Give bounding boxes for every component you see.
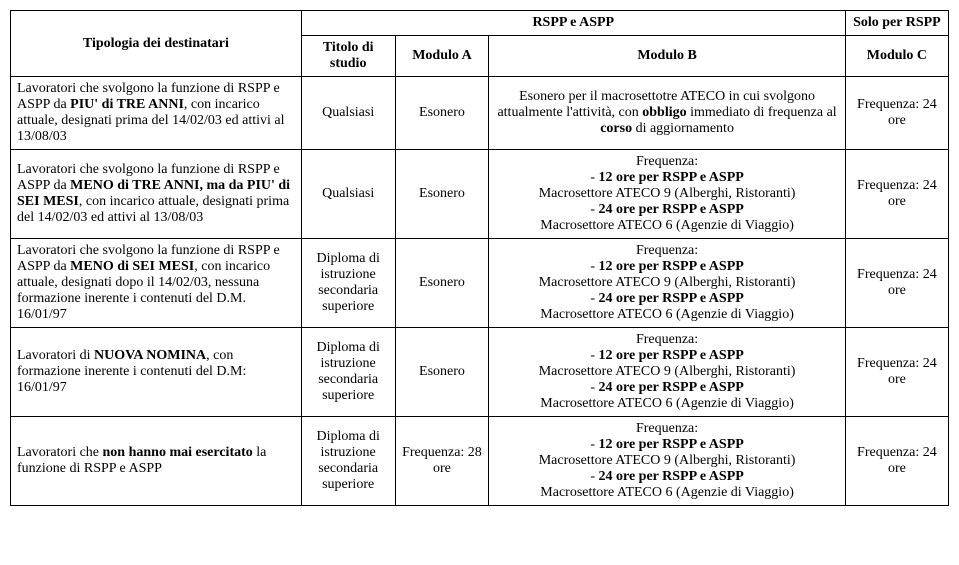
- cell-modb: Frequenza: - 12 ore per RSPP e ASPP Macr…: [489, 150, 845, 239]
- header-row-1: Tipologia dei destinatari RSPP e ASPP So…: [11, 11, 949, 36]
- col-header-titolo: Titolo di studio: [301, 36, 395, 77]
- cell-moda: Esonero: [395, 239, 489, 328]
- col-header-modc: Modulo C: [845, 36, 948, 77]
- cell-modc: Frequenza: 24 ore: [845, 417, 948, 506]
- cell-modb: Frequenza: - 12 ore per RSPP e ASPP Macr…: [489, 239, 845, 328]
- cell-tipologia: Lavoratori che non hanno mai esercitato …: [11, 417, 302, 506]
- cell-tipologia: Lavoratori di NUOVA NOMINA, con formazio…: [11, 328, 302, 417]
- cell-modb: Frequenza: - 12 ore per RSPP e ASPP Macr…: [489, 417, 845, 506]
- cell-moda: Frequenza: 28 ore: [395, 417, 489, 506]
- cell-moda: Esonero: [395, 77, 489, 150]
- table-row: Lavoratori che svolgono la funzione di R…: [11, 239, 949, 328]
- cell-modc: Frequenza: 24 ore: [845, 239, 948, 328]
- table-row: Lavoratori che svolgono la funzione di R…: [11, 77, 949, 150]
- table-row: Lavoratori che non hanno mai esercitato …: [11, 417, 949, 506]
- cell-titolo: Diploma di istruzione secondaria superio…: [301, 239, 395, 328]
- cell-modc: Frequenza: 24 ore: [845, 77, 948, 150]
- cell-modc: Frequenza: 24 ore: [845, 328, 948, 417]
- group-header-rspp-aspp: RSPP e ASPP: [301, 11, 845, 36]
- cell-tipologia: Lavoratori che svolgono la funzione di R…: [11, 150, 302, 239]
- cell-titolo: Qualsiasi: [301, 77, 395, 150]
- table-row: Lavoratori che svolgono la funzione di R…: [11, 150, 949, 239]
- cell-titolo: Diploma di istruzione secondaria superio…: [301, 417, 395, 506]
- cell-tipologia: Lavoratori che svolgono la funzione di R…: [11, 239, 302, 328]
- cell-titolo: Qualsiasi: [301, 150, 395, 239]
- cell-tipologia: Lavoratori che svolgono la funzione di R…: [11, 77, 302, 150]
- col-header-tipologia: Tipologia dei destinatari: [11, 11, 302, 77]
- cell-modc: Frequenza: 24 ore: [845, 150, 948, 239]
- cell-modb: Esonero per il macrosettotre ATECO in cu…: [489, 77, 845, 150]
- cell-moda: Esonero: [395, 328, 489, 417]
- table-row: Lavoratori di NUOVA NOMINA, con formazio…: [11, 328, 949, 417]
- cell-titolo: Diploma di istruzione secondaria superio…: [301, 328, 395, 417]
- col-header-moda: Modulo A: [395, 36, 489, 77]
- col-header-modb: Modulo B: [489, 36, 845, 77]
- group-header-solo-rspp: Solo per RSPP: [845, 11, 948, 36]
- cell-moda: Esonero: [395, 150, 489, 239]
- cell-modb: Frequenza: - 12 ore per RSPP e ASPP Macr…: [489, 328, 845, 417]
- rspp-table: Tipologia dei destinatari RSPP e ASPP So…: [10, 10, 949, 506]
